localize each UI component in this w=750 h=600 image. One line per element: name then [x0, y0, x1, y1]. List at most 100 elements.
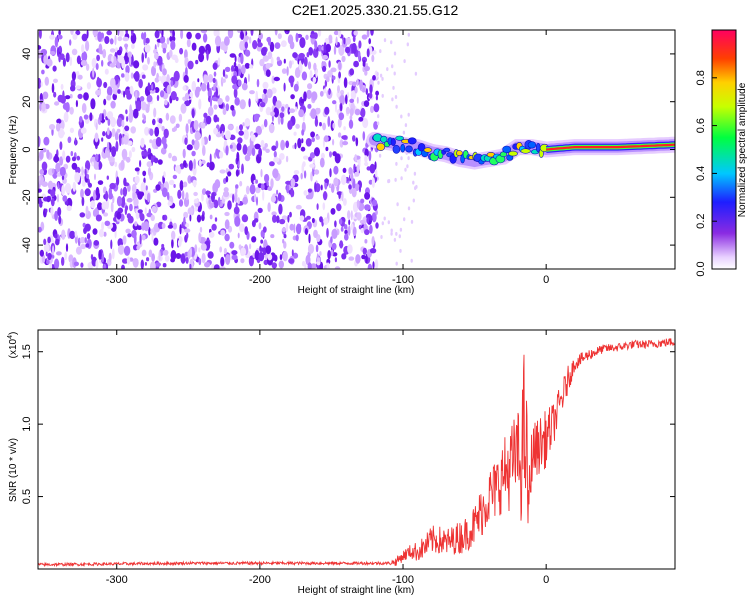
noise-speckle: [369, 163, 376, 174]
noise-speckle: [47, 180, 54, 190]
noise-speckle: [308, 233, 311, 244]
noise-speckle: [278, 203, 283, 215]
noise-speckle: [292, 52, 298, 59]
noise-speckle: [369, 248, 377, 254]
noise-speckle: [86, 174, 90, 179]
noise-speckle: [83, 92, 89, 101]
noise-speckle: [310, 171, 313, 182]
noise-speckle: [154, 30, 160, 39]
noise-speckle: [242, 196, 248, 205]
noise-speckle: [63, 111, 69, 123]
noise-speckle: [177, 239, 182, 247]
noise-speckle: [332, 122, 336, 129]
noise-speckle: [165, 112, 170, 121]
noise-speckle: [350, 223, 354, 231]
noise-speckle: [75, 30, 81, 36]
noise-speckle: [256, 78, 260, 88]
noise-speckle: [162, 249, 169, 256]
noise-speckle: [340, 89, 345, 95]
noise-speckle: [56, 251, 62, 256]
noise-speckle: [121, 264, 125, 269]
noise-speckle: [169, 49, 173, 58]
noise-speckle: [347, 210, 351, 220]
noise-speckle: [70, 151, 74, 157]
noise-speckle: [65, 102, 70, 113]
noise-speckle: [324, 79, 328, 87]
noise-speckle: [150, 261, 156, 269]
noise-speckle: [252, 40, 258, 50]
noise-speckle: [134, 175, 140, 184]
noise-speckle: [74, 172, 81, 183]
noise-speckle: [219, 169, 226, 174]
noise-speckle: [228, 163, 235, 170]
noise-speckle: [57, 182, 60, 190]
noise-speckle: [102, 131, 106, 137]
noise-speckle: [354, 86, 358, 94]
noise-speckle: [86, 233, 91, 240]
noise-speckle: [57, 207, 62, 217]
noise-speckle: [38, 45, 42, 50]
noise-speckle: [136, 245, 140, 250]
x-tick-label: -100: [392, 574, 414, 586]
noise-speckle: [69, 127, 74, 133]
noise-speckle: [129, 54, 132, 66]
noise-speckle: [187, 119, 192, 124]
noise-speckle: [314, 147, 320, 157]
noise-speckle: [395, 231, 398, 236]
noise-speckle: [101, 252, 105, 263]
noise-speckle: [284, 30, 289, 33]
noise-speckle: [219, 266, 226, 269]
noise-speckle: [88, 182, 92, 188]
noise-speckle: [298, 52, 305, 60]
noise-speckle: [322, 122, 326, 131]
noise-speckle: [323, 42, 327, 54]
colorbar-tick-label: 0.8: [695, 70, 707, 85]
noise-speckle: [327, 70, 333, 78]
noise-speckle: [247, 73, 250, 83]
signal-blob: [395, 135, 404, 141]
noise-speckle: [164, 254, 170, 262]
noise-speckle: [219, 246, 223, 253]
noise-speckle: [38, 77, 42, 89]
colorbar-ticks: 0.0 0.2 0.4 0.6 0.8: [695, 70, 717, 277]
noise-speckle: [350, 90, 357, 100]
noise-speckle: [49, 124, 56, 130]
noise-speckle: [321, 54, 329, 60]
noise-speckle: [381, 76, 384, 81]
colorbar-tick-label: 0.0: [695, 261, 707, 276]
noise-speckle: [249, 64, 254, 69]
noise-speckle: [95, 63, 99, 70]
noise-speckle: [58, 215, 62, 225]
noise-speckle: [124, 125, 130, 132]
noise-speckle: [329, 168, 332, 178]
noise-speckle: [203, 74, 209, 85]
noise-speckle: [309, 152, 316, 159]
noise-speckle: [242, 144, 248, 155]
noise-speckle: [59, 156, 64, 166]
noise-speckle: [215, 87, 218, 98]
noise-speckle: [51, 83, 55, 94]
noise-speckle: [239, 99, 246, 110]
noise-speckle: [58, 53, 61, 63]
noise-speckle: [126, 93, 132, 100]
noise-speckle: [301, 71, 308, 81]
noise-speckle: [394, 95, 398, 99]
noise-speckle: [103, 81, 108, 89]
noise-speckle: [173, 70, 180, 82]
noise-speckle: [379, 73, 383, 78]
noise-speckle: [343, 126, 346, 131]
snr-frame: [37, 329, 676, 570]
noise-speckle: [300, 172, 303, 180]
noise-speckle: [151, 232, 154, 242]
noise-speckle: [145, 37, 150, 44]
noise-speckle: [278, 260, 284, 269]
noise-speckle: [339, 240, 344, 249]
noise-speckle: [341, 253, 347, 260]
noise-speckle: [123, 177, 127, 186]
noise-speckle: [217, 97, 223, 105]
noise-speckle: [172, 174, 178, 180]
noise-speckle: [170, 40, 176, 51]
noise-speckle: [96, 78, 102, 88]
noise-speckle: [62, 57, 66, 67]
signal-blob: [520, 148, 531, 154]
